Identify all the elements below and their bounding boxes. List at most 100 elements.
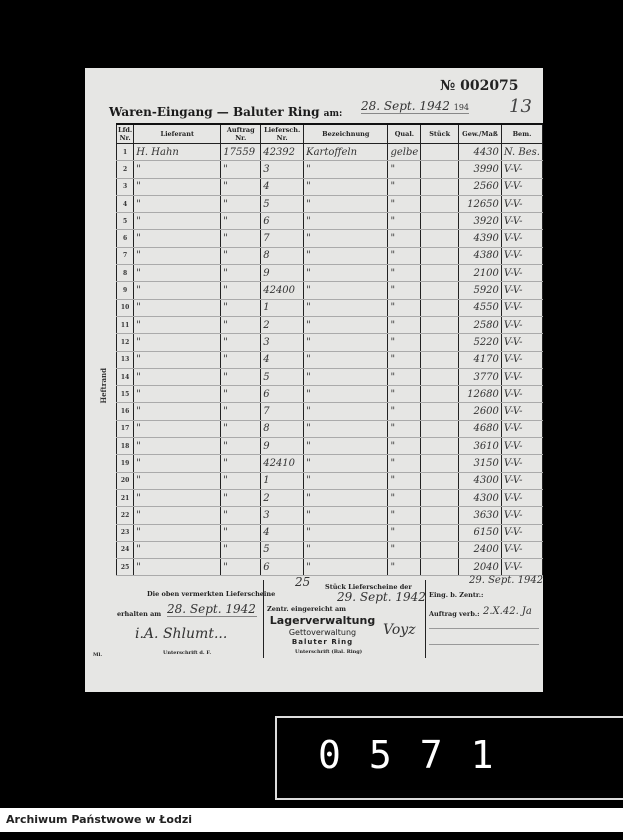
table-cell <box>420 524 460 542</box>
column-header: Lfd. Nr. <box>115 123 135 144</box>
table-cell: " <box>133 472 222 490</box>
table-cell: " <box>303 368 389 387</box>
count-label: Stück Lieferscheine der <box>325 583 412 591</box>
table-cell <box>420 385 460 404</box>
table-cell: 4 <box>260 178 305 196</box>
table-cell: 2600 <box>458 402 502 421</box>
title-text: Waren-Eingang — Baluter Ring <box>109 105 320 119</box>
table-row: 7 " " 8 " " 4380 V-V- <box>115 247 544 266</box>
table-cell: " <box>387 299 422 317</box>
table-cell: 5220 <box>458 333 502 352</box>
table-cell: " <box>303 229 389 248</box>
table-cell: " <box>133 489 222 508</box>
table-cell: " <box>220 333 262 352</box>
table-cell: " <box>387 506 422 525</box>
table-cell: " <box>387 178 422 196</box>
table-row: 12 " " 3 " " 5220 V-V- <box>115 333 544 352</box>
table-cell: 3610 <box>458 437 502 456</box>
table-cell: 2560 <box>458 178 502 196</box>
table-cell: " <box>387 420 422 439</box>
table-cell <box>420 143 460 162</box>
table-cell: 25 <box>115 558 135 577</box>
table-cell: " <box>387 316 422 335</box>
table-cell: " <box>133 351 222 369</box>
table-cell: " <box>133 558 222 577</box>
frame-number: 0571 <box>318 733 522 777</box>
table-cell: 13 <box>115 351 135 369</box>
table-row: 1 H. Hahn 17559 42392 Kartoffeln gelbe 4430 N. … <box>115 143 544 162</box>
small-mark: Ml. <box>93 652 103 658</box>
table-cell: 3990 <box>458 160 502 179</box>
table-cell: " <box>303 472 389 490</box>
table-cell: " <box>133 368 222 387</box>
table-cell: V-V- <box>500 506 544 525</box>
table-cell: " <box>387 489 422 508</box>
table-cell: " <box>133 524 222 542</box>
table-cell: " <box>133 212 222 231</box>
table-cell: V-V- <box>500 454 544 473</box>
date-label: am: <box>323 109 343 119</box>
table-cell: N. Bes. <box>500 143 544 162</box>
table-cell: 5 <box>260 195 305 214</box>
table-cell <box>420 489 460 508</box>
table-cell: " <box>133 195 222 214</box>
table-cell: " <box>303 160 389 179</box>
table-cell <box>420 472 460 490</box>
table-row: 21 " " 2 " " 4300 V-V- <box>115 489 544 508</box>
stamp-line-2: Gettoverwaltung <box>288 628 357 637</box>
table-cell: H. Hahn <box>133 143 222 162</box>
table-cell <box>420 402 460 421</box>
table-cell: " <box>133 385 222 404</box>
table-cell: " <box>220 489 262 508</box>
date-printed-suffix: 194 <box>453 103 470 112</box>
table-row: 16 " " 7 " " 2600 V-V- <box>115 402 544 421</box>
table-row: 15 " " 6 " " 12680 V-V- <box>115 385 544 404</box>
table-cell: " <box>133 299 222 317</box>
footer-section: Die oben vermerkten Lieferscheine erhalt… <box>93 575 543 660</box>
table-cell: 4680 <box>458 420 502 439</box>
table-cell: V-V- <box>500 472 544 490</box>
table-cell: V-V- <box>500 229 544 248</box>
sheet-number: 13 <box>509 96 532 117</box>
table-cell: 10 <box>115 299 135 317</box>
table-cell: 2400 <box>458 541 502 560</box>
column-header: Gew./Maß <box>458 123 502 144</box>
table-cell: 6 <box>260 558 305 577</box>
table-row: 24 " " 5 " " 2400 V-V- <box>115 541 544 560</box>
table-cell: " <box>303 264 389 283</box>
table-cell <box>420 558 460 577</box>
table-row: 17 " " 8 " " 4680 V-V- <box>115 420 544 439</box>
table-row: 4 " " 5 " " 12650 V-V- <box>115 195 544 214</box>
table-cell: " <box>303 247 389 266</box>
table-cell: " <box>220 299 262 317</box>
table-cell: " <box>220 160 262 179</box>
table-cell <box>420 212 460 231</box>
table-cell: " <box>303 454 389 473</box>
table-cell: " <box>133 506 222 525</box>
table-cell: " <box>303 195 389 214</box>
table-cell <box>420 368 460 387</box>
table-cell: 15 <box>115 385 135 404</box>
stamp-line-3: Baluter Ring <box>291 638 354 646</box>
table-cell: 20 <box>115 472 135 490</box>
table-cell: V-V- <box>500 368 544 387</box>
blank-line <box>429 628 539 629</box>
table-cell: " <box>220 178 262 196</box>
table-cell: " <box>220 385 262 404</box>
table-cell: " <box>133 437 222 456</box>
table-cell <box>420 351 460 369</box>
table-cell: " <box>220 454 262 473</box>
table-cell: 11 <box>115 316 135 335</box>
table-cell: 4550 <box>458 299 502 317</box>
table-cell: 22 <box>115 506 135 525</box>
table-cell: 18 <box>115 437 135 456</box>
table-cell: 6 <box>115 229 135 248</box>
date-value: 28. Sept. 1942 <box>361 99 450 113</box>
table-cell: V-V- <box>500 195 544 214</box>
table-cell: " <box>133 402 222 421</box>
table-cell: " <box>303 402 389 421</box>
table-cell: 5 <box>260 541 305 560</box>
table-cell: 4170 <box>458 351 502 369</box>
table-cell: " <box>387 368 422 387</box>
table-row: 10 " " 1 " " 4550 V-V- <box>115 299 544 317</box>
